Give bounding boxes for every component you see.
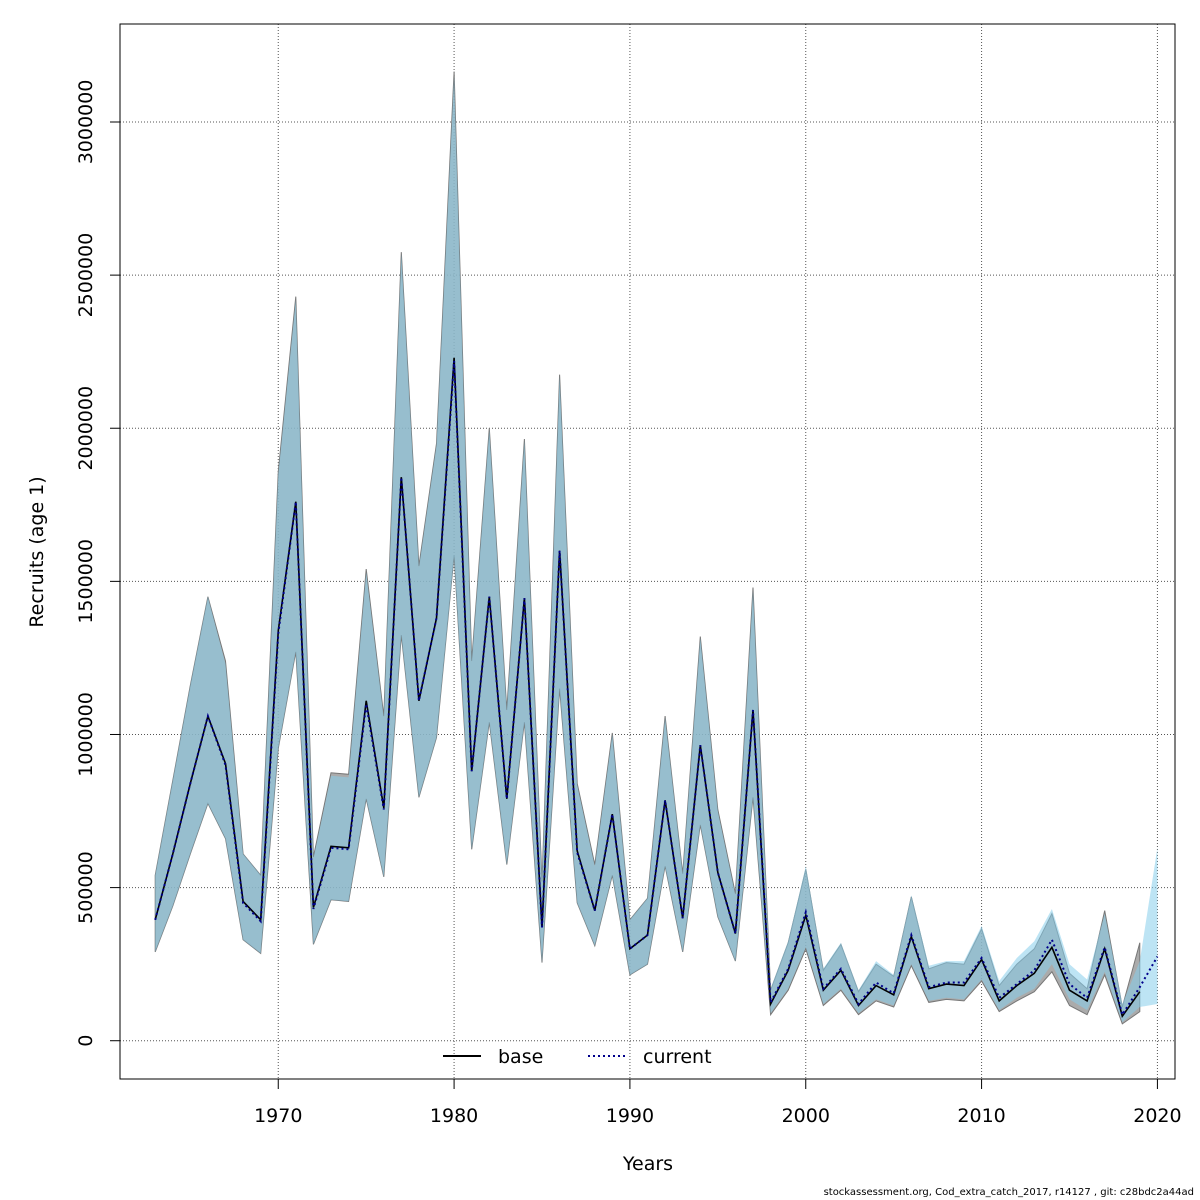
y-tick-label: 2000000 — [75, 386, 97, 471]
y-tick-label: 500000 — [75, 851, 97, 924]
current-confidence-band — [155, 76, 1158, 1023]
y-tick-label: 3000000 — [75, 80, 97, 165]
y-tick-label: 2500000 — [75, 233, 97, 318]
legend: base current — [443, 1046, 712, 1068]
y-tick-label: 1500000 — [75, 539, 97, 624]
y-tick-label: 1000000 — [75, 692, 97, 777]
y-axis-label: Recruits (age 1) — [26, 476, 48, 627]
x-axis-label: Years — [622, 1153, 673, 1175]
series-lines — [154, 357, 1159, 1019]
legend-current-label: current — [643, 1046, 712, 1068]
x-tick-label: 1980 — [430, 1105, 478, 1127]
y-tick-label: 0 — [75, 1035, 97, 1047]
x-tick-label: 2020 — [1133, 1105, 1181, 1127]
footer-note: stockassessment.org, Cod_extra_catch_201… — [823, 1187, 1194, 1198]
confidence-bands — [154, 71, 1158, 1025]
x-tick-label: 2010 — [957, 1105, 1005, 1127]
x-tick-label: 1990 — [606, 1105, 654, 1127]
x-tick-label: 1970 — [254, 1105, 302, 1127]
x-tick-label: 2000 — [782, 1105, 830, 1127]
plot-frame — [119, 23, 1176, 1080]
y-axis: 0 500000 1000000 1500000 2000000 2500000 30000… — [75, 80, 120, 1047]
x-axis: 1970 1980 1990 2000 2010 2020 — [254, 1079, 1182, 1127]
legend-base-label: base — [498, 1046, 543, 1068]
